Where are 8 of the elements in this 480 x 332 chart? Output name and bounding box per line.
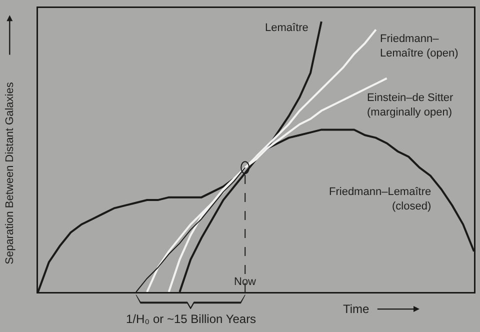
annotation: Now: [234, 276, 256, 288]
x-axis-title: Time: [343, 302, 370, 316]
y-axis-title: Separation Between Distant Galaxies: [4, 82, 16, 264]
series-label: Friedmann– Lemaître (open): [380, 33, 458, 60]
series-label: Friedmann–Lemaître (closed): [329, 186, 432, 212]
series-label: Lemaître: [265, 22, 308, 34]
text: 1/H₀ or ~15 Billion Years: [126, 312, 256, 326]
series-label: Einstein–de Sitter (marginally open): [367, 92, 454, 118]
